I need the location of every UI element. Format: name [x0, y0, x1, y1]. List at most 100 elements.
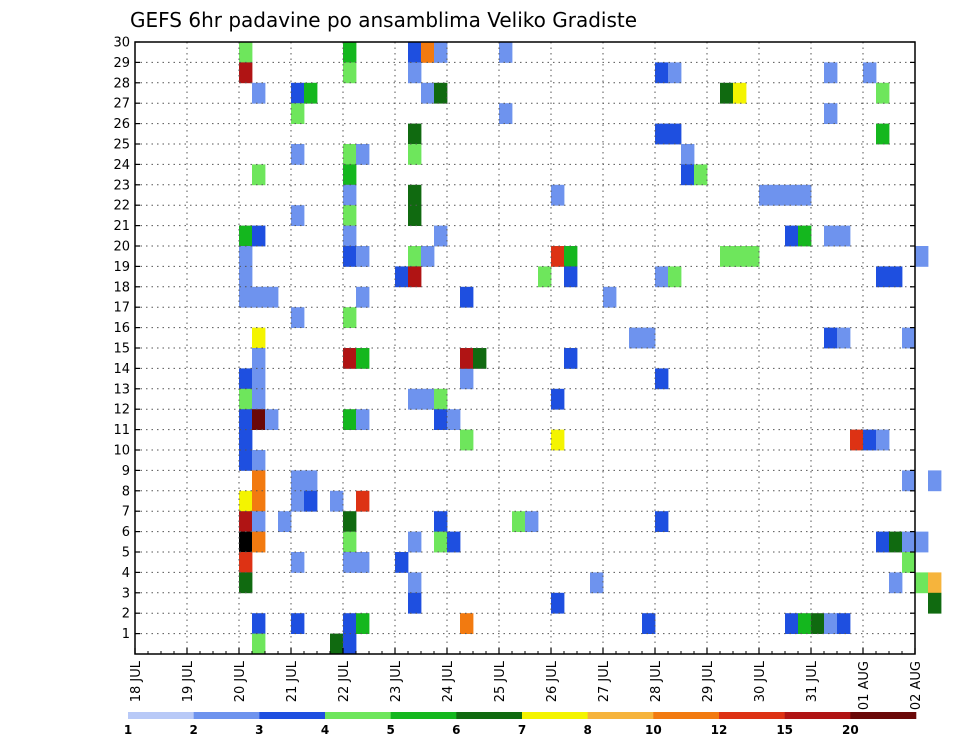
y-tick-label: 30	[113, 36, 130, 51]
heatmap-cell	[239, 62, 253, 84]
heatmap-cell	[343, 184, 357, 206]
heatmap-cell	[239, 572, 253, 594]
heatmap-cell	[629, 327, 643, 349]
heatmap-cell	[876, 123, 890, 145]
heatmap-cell	[824, 327, 838, 349]
heatmap-cell	[876, 82, 890, 104]
heatmap-cell	[824, 62, 838, 84]
heatmap-cell	[642, 613, 656, 634]
heatmap-cell	[252, 470, 266, 492]
heatmap-cell	[785, 225, 799, 247]
heatmap-cell	[434, 388, 448, 410]
heatmap-cell	[239, 225, 253, 247]
heatmap-cell	[798, 613, 812, 634]
heatmap-cell	[356, 552, 370, 573]
heatmap-cell	[603, 286, 617, 308]
y-tick-label: 12	[113, 403, 130, 418]
heatmap-cell	[681, 144, 695, 165]
heatmap-cell	[408, 184, 422, 206]
heatmap-cell	[863, 429, 877, 451]
heatmap-cell	[551, 246, 565, 267]
heatmap-cell	[512, 511, 526, 532]
x-tick-label: 25 JUL	[493, 660, 508, 702]
heatmap-cell	[655, 266, 669, 288]
x-tick-label: 24 JUL	[441, 660, 456, 702]
heatmap-cell	[551, 429, 565, 451]
colorbar-label: 8	[583, 723, 591, 737]
heatmap-cell	[291, 552, 305, 573]
heatmap-cell	[395, 266, 409, 288]
heatmap-cell	[473, 348, 487, 369]
heatmap-cell	[551, 184, 565, 206]
x-tick-label: 28 JUL	[649, 660, 664, 702]
colorbar-label: 1	[124, 723, 132, 737]
y-tick-label: 29	[113, 56, 130, 71]
heatmap-cell	[551, 388, 565, 410]
colorbar-swatch	[587, 712, 654, 719]
heatmap-cell	[330, 633, 344, 655]
colorbar-swatch	[325, 712, 391, 719]
colorbar-label: 6	[452, 723, 460, 737]
heatmap-cell	[668, 123, 682, 145]
heatmap-cell	[447, 531, 461, 553]
heatmap-cell	[252, 286, 266, 308]
heatmap-cell	[837, 327, 851, 349]
heatmap-cell	[408, 205, 422, 226]
y-tick-label: 27	[113, 97, 130, 112]
heatmap-cell	[655, 123, 669, 145]
heatmap-cell	[356, 613, 370, 634]
heatmap-cell	[538, 266, 552, 288]
heatmap-cell	[564, 266, 578, 288]
y-tick-label: 15	[113, 342, 130, 357]
heatmap-cell	[655, 511, 669, 532]
colorbar-label: 15	[776, 723, 793, 737]
heatmap-cell	[460, 368, 474, 390]
heatmap-cell	[434, 531, 448, 553]
heatmap-cell	[252, 164, 266, 186]
heatmap-cell	[343, 409, 357, 430]
heatmap-cell	[291, 470, 305, 492]
heatmap-cell	[408, 266, 422, 288]
heatmap-cell	[343, 613, 357, 634]
heatmap-cell	[655, 62, 669, 84]
heatmap-cell	[343, 225, 357, 247]
heatmap-cell	[291, 82, 305, 104]
y-tick-label: 14	[113, 362, 130, 377]
heatmap-cell	[265, 286, 279, 308]
heatmap-cell	[434, 409, 448, 430]
heatmap-cell	[642, 327, 656, 349]
heatmap-cell	[928, 572, 942, 594]
heatmap-cell	[551, 592, 565, 614]
heatmap-cells	[239, 42, 942, 655]
heatmap-cell	[278, 511, 292, 532]
heatmap-cell	[252, 82, 266, 104]
heatmap-cell	[876, 531, 890, 553]
y-tick-label: 6	[122, 525, 130, 540]
heatmap-cell	[837, 613, 851, 634]
heatmap-cell	[564, 246, 578, 267]
heatmap-cell	[343, 633, 357, 655]
x-tick-label: 02 AUG	[909, 661, 924, 710]
heatmap-cell	[408, 144, 422, 165]
heatmap-cell	[655, 368, 669, 390]
heatmap-cell	[889, 531, 903, 553]
heatmap-cell	[421, 82, 435, 104]
heatmap-cell	[304, 82, 318, 104]
heatmap-cell	[746, 246, 760, 267]
heatmap-cell	[343, 144, 357, 165]
colorbar-swatch	[456, 712, 523, 719]
heatmap-cell	[239, 429, 253, 451]
heatmap-cell	[252, 409, 266, 430]
y-tick-label: 2	[122, 607, 130, 622]
heatmap-cell	[239, 388, 253, 410]
heatmap-cell	[902, 470, 916, 492]
heatmap-cell	[239, 450, 253, 471]
colorbar-swatch	[522, 712, 588, 719]
y-tick-label: 5	[122, 546, 130, 561]
heatmap-cell	[291, 144, 305, 165]
heatmap-cell	[343, 511, 357, 532]
y-tick-label: 11	[113, 423, 130, 438]
heatmap-cell	[928, 592, 942, 614]
heatmap-cell	[239, 511, 253, 532]
heatmap-cell	[564, 348, 578, 369]
